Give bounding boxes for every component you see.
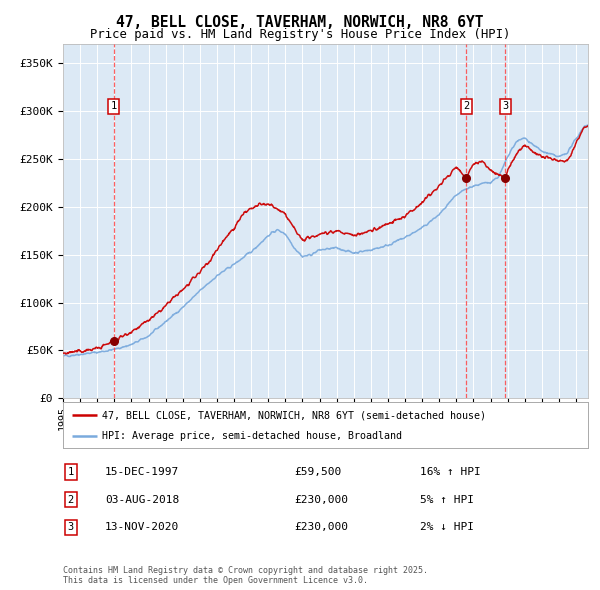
Text: 2% ↓ HPI: 2% ↓ HPI: [420, 523, 474, 532]
Text: £230,000: £230,000: [294, 523, 348, 532]
Text: 47, BELL CLOSE, TAVERHAM, NORWICH, NR8 6YT: 47, BELL CLOSE, TAVERHAM, NORWICH, NR8 6…: [116, 15, 484, 30]
Text: Price paid vs. HM Land Registry's House Price Index (HPI): Price paid vs. HM Land Registry's House …: [90, 28, 510, 41]
Text: 2: 2: [68, 495, 74, 504]
Text: 47, BELL CLOSE, TAVERHAM, NORWICH, NR8 6YT (semi-detached house): 47, BELL CLOSE, TAVERHAM, NORWICH, NR8 6…: [103, 410, 487, 420]
Text: 2: 2: [463, 101, 469, 112]
Text: 03-AUG-2018: 03-AUG-2018: [105, 495, 179, 504]
Text: 1: 1: [68, 467, 74, 477]
Text: £59,500: £59,500: [294, 467, 341, 477]
Text: Contains HM Land Registry data © Crown copyright and database right 2025.
This d: Contains HM Land Registry data © Crown c…: [63, 566, 428, 585]
Text: 15-DEC-1997: 15-DEC-1997: [105, 467, 179, 477]
Text: 3: 3: [502, 101, 509, 112]
Text: 13-NOV-2020: 13-NOV-2020: [105, 523, 179, 532]
Text: 5% ↑ HPI: 5% ↑ HPI: [420, 495, 474, 504]
Text: 16% ↑ HPI: 16% ↑ HPI: [420, 467, 481, 477]
Text: 1: 1: [110, 101, 117, 112]
Text: 3: 3: [68, 523, 74, 532]
Text: HPI: Average price, semi-detached house, Broadland: HPI: Average price, semi-detached house,…: [103, 431, 403, 441]
Text: £230,000: £230,000: [294, 495, 348, 504]
